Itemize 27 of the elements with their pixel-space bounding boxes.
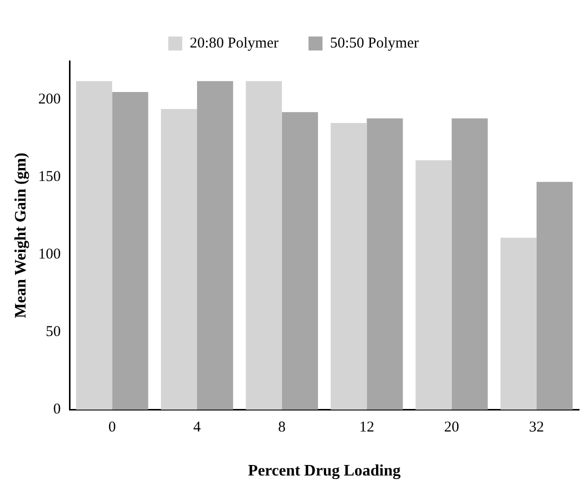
x-axis-title: Percent Drug Loading <box>248 462 401 480</box>
bar <box>330 123 367 410</box>
y-axis-title: Mean Weight Gain (gm) <box>12 152 30 318</box>
y-tick-label: 100 <box>38 246 61 263</box>
y-tick-label: 150 <box>38 169 61 186</box>
bar <box>112 92 148 410</box>
legend-label: 50:50 Polymer <box>330 35 419 52</box>
bar <box>197 81 234 410</box>
x-tick-label: 12 <box>359 420 374 436</box>
x-tick-label: 8 <box>278 420 286 436</box>
bar <box>246 81 282 410</box>
bar <box>536 182 573 410</box>
bar <box>160 109 198 410</box>
legend-label: 20:80 Polymer <box>190 35 279 52</box>
bar <box>452 118 488 410</box>
bar <box>500 238 537 410</box>
bar <box>76 81 112 410</box>
x-tick-label: 0 <box>108 420 116 436</box>
y-tick-label: 50 <box>46 324 61 340</box>
bar <box>282 112 318 410</box>
x-tick-label: 32 <box>529 420 544 436</box>
x-tick-label: 4 <box>193 420 202 436</box>
x-tick-label: 20 <box>444 420 460 436</box>
bar <box>416 160 452 410</box>
y-tick-label: 0 <box>53 402 61 418</box>
y-tick-label: 200 <box>38 92 61 108</box>
bar <box>366 118 403 410</box>
